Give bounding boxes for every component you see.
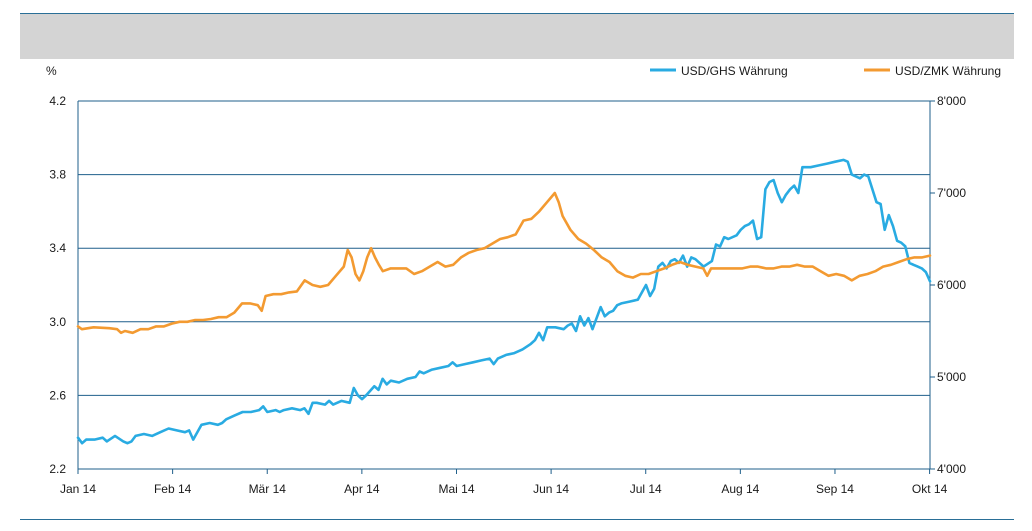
x-tick-label: Apr 14 [344,482,380,496]
y-left-tick-label: 2.2 [49,462,66,476]
x-tick-label: Jun 14 [533,482,569,496]
y-right-tick-label: 5'000 [937,370,966,384]
x-tick-label: Mär 14 [249,482,287,496]
chart-frame [20,13,1014,521]
x-tick-label: Mai 14 [438,482,474,496]
bottom-rule [20,519,1014,520]
y-right-tick-label: 8'000 [937,94,966,108]
y-left-tick-label: 2.6 [49,388,66,402]
y-left-unit-label: % [46,64,57,78]
x-tick-label: Sep 14 [816,482,854,496]
y-right-tick-label: 6'000 [937,278,966,292]
x-tick-label: Aug 14 [721,482,759,496]
y-right-tick-label: 7'000 [937,186,966,200]
series-lines [76,158,932,445]
x-tick-label: Jan 14 [60,482,96,496]
header-band [20,14,1014,59]
gridlines [78,100,930,470]
axes [77,100,935,474]
tick-labels: 2.2 2.6 3.0 3.4 3.8 4.2 4'000 5'000 6'000 7'000 8'… [49,94,966,496]
series-line [76,191,932,335]
x-tick-label: Feb 14 [154,482,192,496]
legend: USD/GHS Währung USD/ZMK Währung [650,64,1001,78]
y-left-tick-label: 3.8 [49,168,66,182]
top-rule [20,13,1014,14]
x-tick-label: Okt 14 [912,482,948,496]
x-tick-label: Jul 14 [630,482,662,496]
y-left-tick-label: 3.4 [49,241,66,255]
series-line [76,158,932,445]
legend-label: USD/GHS Währung [681,64,788,78]
legend-label: USD/ZMK Währung [895,64,1001,78]
y-left-tick-label: 4.2 [49,94,66,108]
y-right-tick-label: 4'000 [937,462,966,476]
y-left-tick-label: 3.0 [49,315,66,329]
